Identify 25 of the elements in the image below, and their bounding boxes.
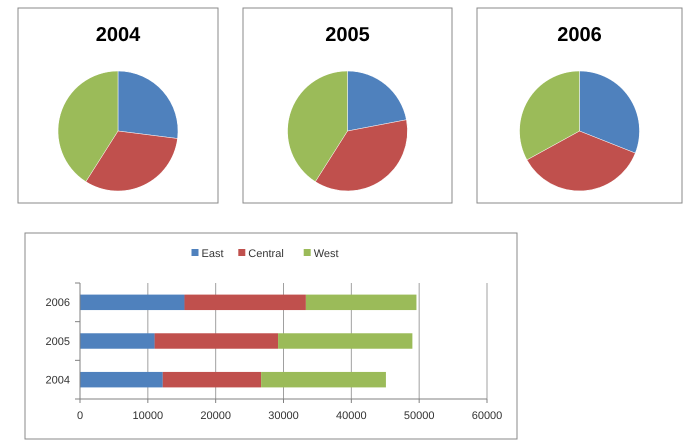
- bar: [261, 372, 386, 388]
- bar: [306, 294, 416, 310]
- bar: [184, 294, 306, 310]
- legend-label: West: [314, 248, 339, 260]
- legend-label: East: [202, 248, 224, 260]
- bar: [278, 333, 412, 349]
- chart-title: 2006: [557, 24, 602, 46]
- legend-label: Central: [248, 248, 284, 260]
- bar: [80, 333, 155, 349]
- x-tick-label: 0: [76, 410, 84, 422]
- chart-title: 2004: [96, 24, 142, 46]
- y-tick-label: 2006: [46, 297, 70, 310]
- x-tick-label: 30000: [268, 410, 299, 422]
- x-tick-label: 20000: [200, 410, 231, 422]
- bar: [80, 372, 163, 388]
- x-tick-label: 10000: [132, 410, 164, 422]
- x-tick-label: 50000: [404, 410, 434, 422]
- bar: [80, 294, 184, 310]
- y-tick-label: 2004: [46, 374, 70, 387]
- chart-title: 2005: [325, 24, 370, 46]
- bar: [162, 372, 262, 388]
- x-tick-label: 40000: [336, 410, 367, 422]
- bar: [154, 333, 278, 349]
- y-tick-label: 2005: [46, 336, 70, 348]
- x-tick-label: 60000: [472, 410, 502, 422]
